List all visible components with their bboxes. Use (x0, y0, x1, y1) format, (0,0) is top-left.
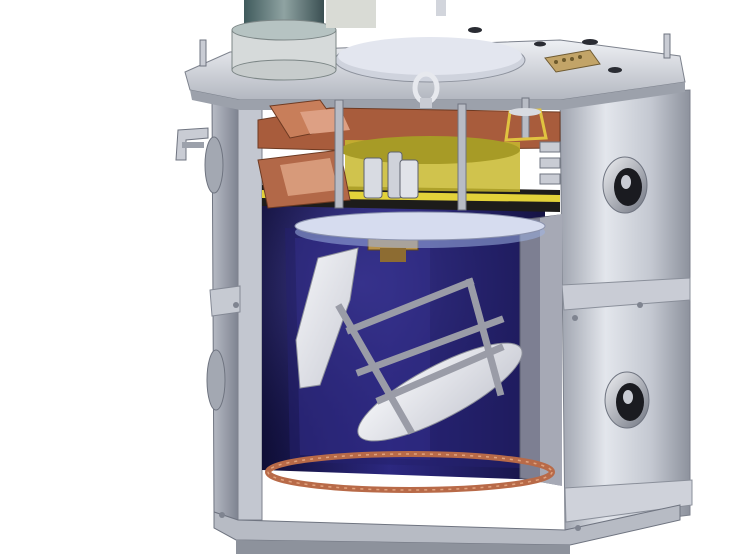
tripod-mount (504, 108, 548, 142)
cold-plate (294, 211, 546, 248)
viewport-lower (604, 371, 650, 429)
bottom-copper-ring (265, 451, 555, 493)
viewport-upper (602, 156, 648, 214)
wire-connectors (539, 141, 561, 185)
connector-block (544, 49, 601, 73)
cold-head-modules (363, 151, 419, 199)
lid-posts (199, 33, 671, 67)
lifting-eye (412, 0, 446, 108)
upper-mirror (295, 247, 359, 389)
side-handle (175, 127, 209, 161)
flange-bolts (219, 302, 643, 531)
base-plate (213, 504, 681, 554)
outer-shell-right (559, 89, 693, 531)
copper-stage-lower (257, 149, 351, 209)
cryocooler-tower (231, 0, 376, 81)
outer-shell-left (204, 91, 263, 521)
truss-frame (335, 277, 505, 435)
